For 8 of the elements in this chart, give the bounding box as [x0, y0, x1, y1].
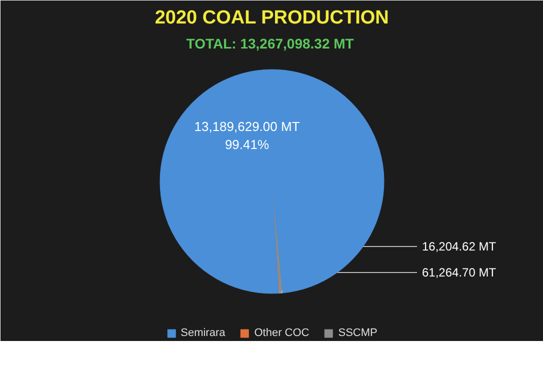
- legend-label: SSCMP: [338, 327, 378, 339]
- data-label: 61,264.70 MT: [422, 266, 497, 280]
- chart-title: 2020 COAL PRODUCTION: [154, 8, 389, 28]
- chart-subtitle: TOTAL: 13,267,098.32 MT: [186, 36, 354, 52]
- data-label: 16,204.62 MT: [422, 240, 497, 254]
- data-label: 13,189,629.00 MT 99.41%: [194, 119, 300, 152]
- legend-label: Semirara: [180, 327, 226, 339]
- legend-label: Other COC: [254, 327, 310, 339]
